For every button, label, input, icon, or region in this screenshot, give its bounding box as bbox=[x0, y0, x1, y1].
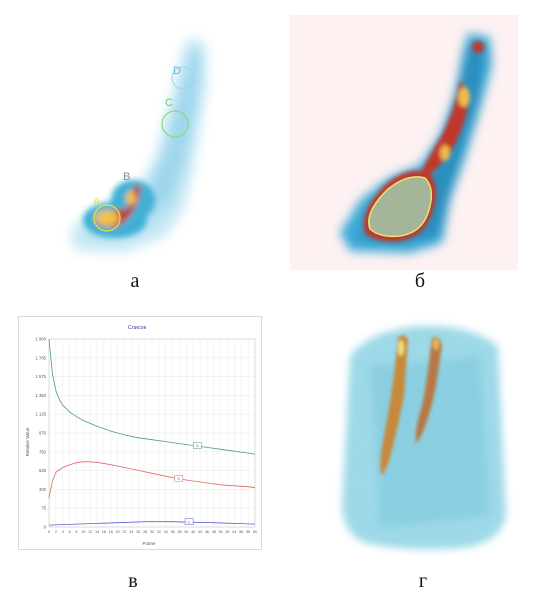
x-tick-label: 22 bbox=[123, 530, 127, 534]
x-tick-label: 4 bbox=[62, 530, 64, 534]
marker-b-label: B bbox=[123, 171, 130, 183]
y-tick-label: 525 bbox=[39, 468, 47, 473]
x-tick-label: 12 bbox=[88, 530, 92, 534]
y-axis-label: Relative Value bbox=[25, 427, 30, 456]
y-tick-label: 1 960 bbox=[36, 337, 47, 342]
x-tick-label: 46 bbox=[205, 530, 209, 534]
x-tick-label: 42 bbox=[191, 530, 195, 534]
x-tick-label: 0 bbox=[48, 530, 50, 534]
series-line-c bbox=[48, 521, 256, 526]
x-tick-label: 50 bbox=[219, 530, 223, 534]
line-chart: Список Relative Value Frame 1 960 1 785 1 … bbox=[25, 325, 257, 546]
x-tick-label: 14 bbox=[95, 530, 99, 534]
panel-b bbox=[290, 15, 518, 270]
caption-a: а bbox=[130, 270, 140, 292]
x-tick-label: 6 bbox=[69, 530, 71, 534]
x-tick-label: 32 bbox=[157, 530, 161, 534]
x-tick-label: 16 bbox=[102, 530, 106, 534]
marker-a-circle bbox=[93, 204, 121, 232]
x-ticks: 0 2 4 6 8 10 12 14 16 18 20 22 24 26 28 30 32 34 36 38 40 42 4… bbox=[48, 530, 257, 534]
caption-g: г bbox=[418, 570, 428, 592]
x-tick-label: 2 bbox=[55, 530, 57, 534]
y-tick-label: 1 350 bbox=[36, 393, 47, 398]
x-tick-label: 38 bbox=[177, 530, 181, 534]
marker-c-label: C bbox=[165, 97, 173, 109]
y-tick-label: 75 bbox=[41, 506, 46, 511]
x-tick-label: 40 bbox=[184, 530, 188, 534]
chart-grid bbox=[48, 338, 256, 528]
panel-b-region bbox=[368, 176, 433, 238]
x-tick-label: 60 bbox=[253, 530, 257, 534]
x-tick-label: 10 bbox=[81, 530, 85, 534]
caption-v: в bbox=[128, 570, 138, 592]
series-tag-box bbox=[184, 518, 194, 525]
x-tick-label: 48 bbox=[212, 530, 216, 534]
series-lines bbox=[48, 338, 256, 526]
series-tag-label: C bbox=[188, 519, 191, 524]
x-tick-label: 34 bbox=[164, 530, 168, 534]
marker-c-circle bbox=[161, 110, 189, 138]
panel-a-image: A B C D bbox=[70, 38, 207, 252]
caption-b: б bbox=[414, 270, 426, 292]
series-line-a bbox=[48, 338, 256, 455]
x-tick-label: 58 bbox=[246, 530, 250, 534]
x-tick-label: 54 bbox=[232, 530, 236, 534]
series-tag-label: A bbox=[196, 443, 199, 448]
marker-d-label: D bbox=[173, 65, 181, 77]
x-tick-label: 26 bbox=[136, 530, 140, 534]
series-line-b bbox=[48, 461, 256, 499]
series-tags: A B C bbox=[174, 442, 202, 525]
x-tick-label: 20 bbox=[116, 530, 120, 534]
panel-g bbox=[330, 316, 516, 556]
series-tag-label: B bbox=[177, 476, 180, 481]
series-tag-box bbox=[193, 442, 202, 449]
x-tick-label: 28 bbox=[143, 530, 147, 534]
x-tick-label: 36 bbox=[171, 530, 175, 534]
y-tick-label: 750 bbox=[39, 449, 47, 454]
panel-g-image bbox=[330, 316, 516, 556]
y-tick-label: 1 785 bbox=[36, 355, 47, 360]
y-tick-label: 0 bbox=[44, 525, 47, 530]
marker-d-circle bbox=[171, 66, 195, 90]
x-tick-label: 44 bbox=[198, 530, 202, 534]
y-tick-label: 1 575 bbox=[36, 374, 47, 379]
x-tick-label: 30 bbox=[150, 530, 154, 534]
x-axis-label: Frame bbox=[142, 541, 155, 546]
y-tick-label: 1 125 bbox=[36, 412, 47, 417]
series-tag-box bbox=[174, 475, 184, 482]
x-tick-label: 8 bbox=[75, 530, 77, 534]
panel-a: A B C D bbox=[55, 20, 285, 270]
y-tick-label: 975 bbox=[39, 431, 47, 436]
marker-a-label: A bbox=[93, 196, 101, 208]
panel-v-chart: Список Relative Value Frame 1 960 1 785 1 … bbox=[18, 316, 262, 550]
x-tick-label: 56 bbox=[239, 530, 243, 534]
chart-title: Список bbox=[128, 325, 147, 331]
y-tick-label: 300 bbox=[39, 487, 47, 492]
x-tick-label: 18 bbox=[109, 530, 113, 534]
x-tick-label: 52 bbox=[226, 530, 230, 534]
panel-b-image bbox=[340, 33, 492, 253]
x-tick-label: 24 bbox=[129, 530, 133, 534]
